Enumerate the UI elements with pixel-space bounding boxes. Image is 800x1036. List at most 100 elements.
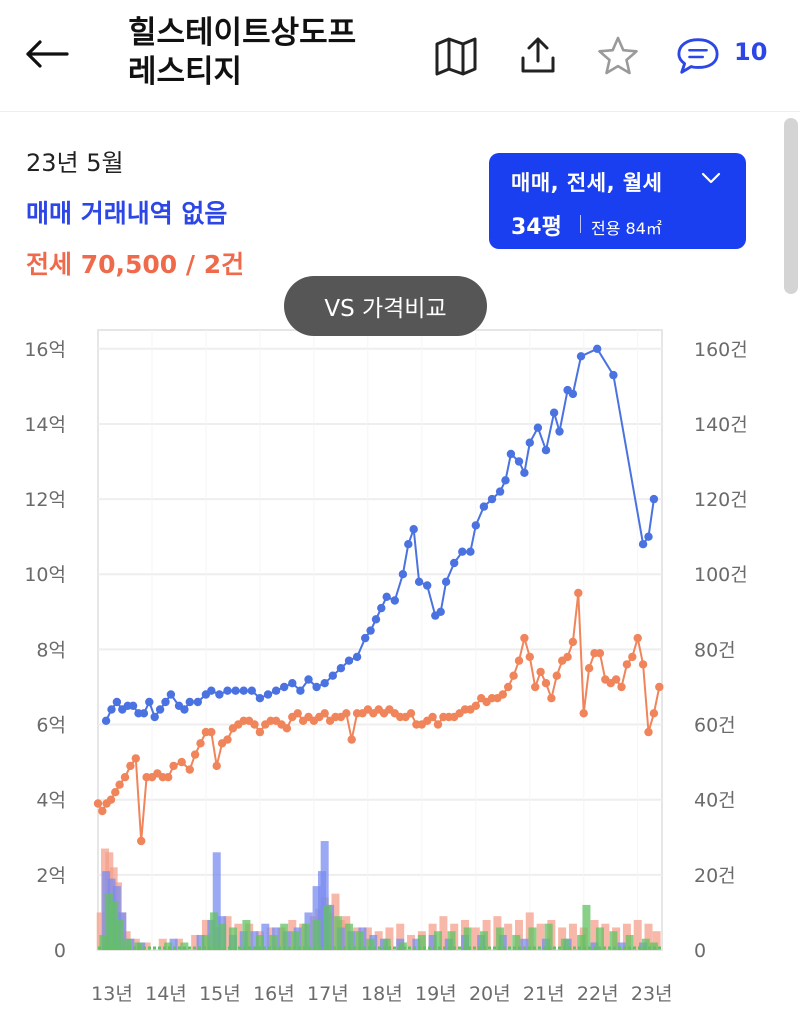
volume-bar xyxy=(191,934,200,950)
sale-price-point xyxy=(280,682,289,692)
sale-price-point xyxy=(223,686,232,695)
volume-bar xyxy=(228,927,237,950)
y-right-tick: 100건 xyxy=(694,564,748,586)
sale-price-point xyxy=(145,697,154,707)
volume-bar xyxy=(234,923,243,950)
y-right-tick: 80건 xyxy=(694,639,736,661)
volume-bar xyxy=(334,916,343,950)
volume-bar xyxy=(290,931,299,950)
sale-price-point xyxy=(390,596,399,605)
volume-bar xyxy=(201,934,210,950)
map-button[interactable] xyxy=(434,34,478,78)
jeonse-price-point xyxy=(98,806,107,816)
price-chart[interactable]: 0 2억 4억 6억 8억 10억 12억 14억 16억 0 20건 40건 60건 80건 100건 12… xyxy=(0,300,800,1016)
sale-price-point xyxy=(255,694,265,703)
volume-bar xyxy=(223,916,232,950)
volume-bar xyxy=(320,841,329,950)
volume-bar xyxy=(250,931,259,950)
deal-type-label: 매매, 전세, 월세 xyxy=(511,171,663,195)
volume-bar xyxy=(280,923,289,950)
scrollbar[interactable] xyxy=(784,118,798,294)
volume-bar xyxy=(110,901,119,950)
jeonse-price-point xyxy=(293,709,302,718)
sale-price-point xyxy=(593,344,602,353)
jeonse-price-point xyxy=(131,754,140,763)
comment-count[interactable]: 10 xyxy=(734,38,768,66)
jeonse-price-point xyxy=(93,799,103,808)
jeonse-price-point xyxy=(644,727,653,737)
volume-bar xyxy=(590,942,599,950)
sale-price-point xyxy=(128,701,138,710)
jeonse-price-point xyxy=(471,701,480,710)
volume-bar xyxy=(374,931,383,950)
y-left-tick: 10억 xyxy=(24,564,66,586)
jeonse-price-point xyxy=(115,780,124,789)
jeonse-price-point xyxy=(250,720,259,729)
volume-bar xyxy=(180,942,189,950)
favorite-button[interactable] xyxy=(596,34,640,78)
jeonse-price-point xyxy=(525,652,534,662)
jeonse-price-point xyxy=(120,773,130,782)
jeonse-price-point xyxy=(223,735,232,744)
sale-price-point xyxy=(398,570,408,579)
x-tick: 23년 xyxy=(631,983,673,1005)
sale-price-point xyxy=(366,626,375,635)
volume-bar xyxy=(323,904,332,950)
jeonse-price-point xyxy=(347,735,356,744)
deal-filter-dropdown[interactable]: 매매, 전세, 월세 34평 전용 84㎡ xyxy=(489,153,746,249)
page-title-line1: 힐스테이트상도프 xyxy=(128,15,357,51)
jeonse-price-point xyxy=(649,709,659,718)
jeonse-price-point xyxy=(514,656,524,665)
volume-bar xyxy=(164,942,173,950)
jeonse-price-point xyxy=(563,652,572,662)
chart-grid xyxy=(97,329,663,951)
sale-price-point xyxy=(555,427,564,436)
area-label: 전용 84㎡ xyxy=(591,219,662,238)
volume-bar xyxy=(242,919,251,950)
sale-price-point xyxy=(377,603,386,613)
volume-bar xyxy=(463,927,472,950)
volume-bar xyxy=(536,923,545,950)
sale-price-point xyxy=(414,577,424,586)
jeonse-price-point xyxy=(111,788,120,797)
y-left-tick: 0 xyxy=(54,940,66,962)
volume-bars xyxy=(96,841,662,950)
chevron-down-icon xyxy=(701,172,721,184)
jeonse-price-line xyxy=(97,592,661,842)
volume-bar xyxy=(398,942,407,950)
volume-bar xyxy=(577,934,586,950)
star-icon xyxy=(598,36,638,75)
volume-bar xyxy=(196,934,205,950)
back-button[interactable] xyxy=(22,34,72,74)
volume-bar xyxy=(512,934,521,950)
share-button[interactable] xyxy=(516,34,560,78)
selected-month: 23년 5월 xyxy=(26,149,124,177)
jeonse-price-point xyxy=(520,633,529,643)
jeonse-summary: 전세 70,500 / 2건 xyxy=(26,250,245,279)
y-left-tick: 4억 xyxy=(36,790,66,812)
volume-bar xyxy=(382,938,391,950)
sale-price-point xyxy=(185,697,194,707)
comments-button[interactable] xyxy=(676,34,720,78)
volume-bar xyxy=(123,938,132,950)
jeonse-price-point xyxy=(433,720,443,729)
jeonse-price-point xyxy=(638,660,648,669)
sale-price-point xyxy=(441,577,451,586)
sale-price-point xyxy=(312,682,321,692)
jeonse-price-point xyxy=(655,682,664,692)
jeonse-price-point xyxy=(164,773,173,782)
y-right-tick: 140건 xyxy=(694,414,748,436)
jeonse-price-point xyxy=(177,757,186,767)
volume-bar xyxy=(471,927,480,950)
volume-bar xyxy=(544,923,553,950)
volume-bar xyxy=(366,938,375,950)
jeonse-price-point xyxy=(428,712,437,722)
sale-price-point xyxy=(495,487,505,496)
sale-price-point xyxy=(471,521,480,530)
volume-bar xyxy=(344,923,353,950)
sale-price-point xyxy=(271,686,281,695)
jeonse-price-point xyxy=(509,671,518,680)
vs-compare-button[interactable]: VS 가격비교 xyxy=(284,276,487,336)
volume-bar xyxy=(269,934,278,950)
y-right-tick: 120건 xyxy=(694,489,748,511)
